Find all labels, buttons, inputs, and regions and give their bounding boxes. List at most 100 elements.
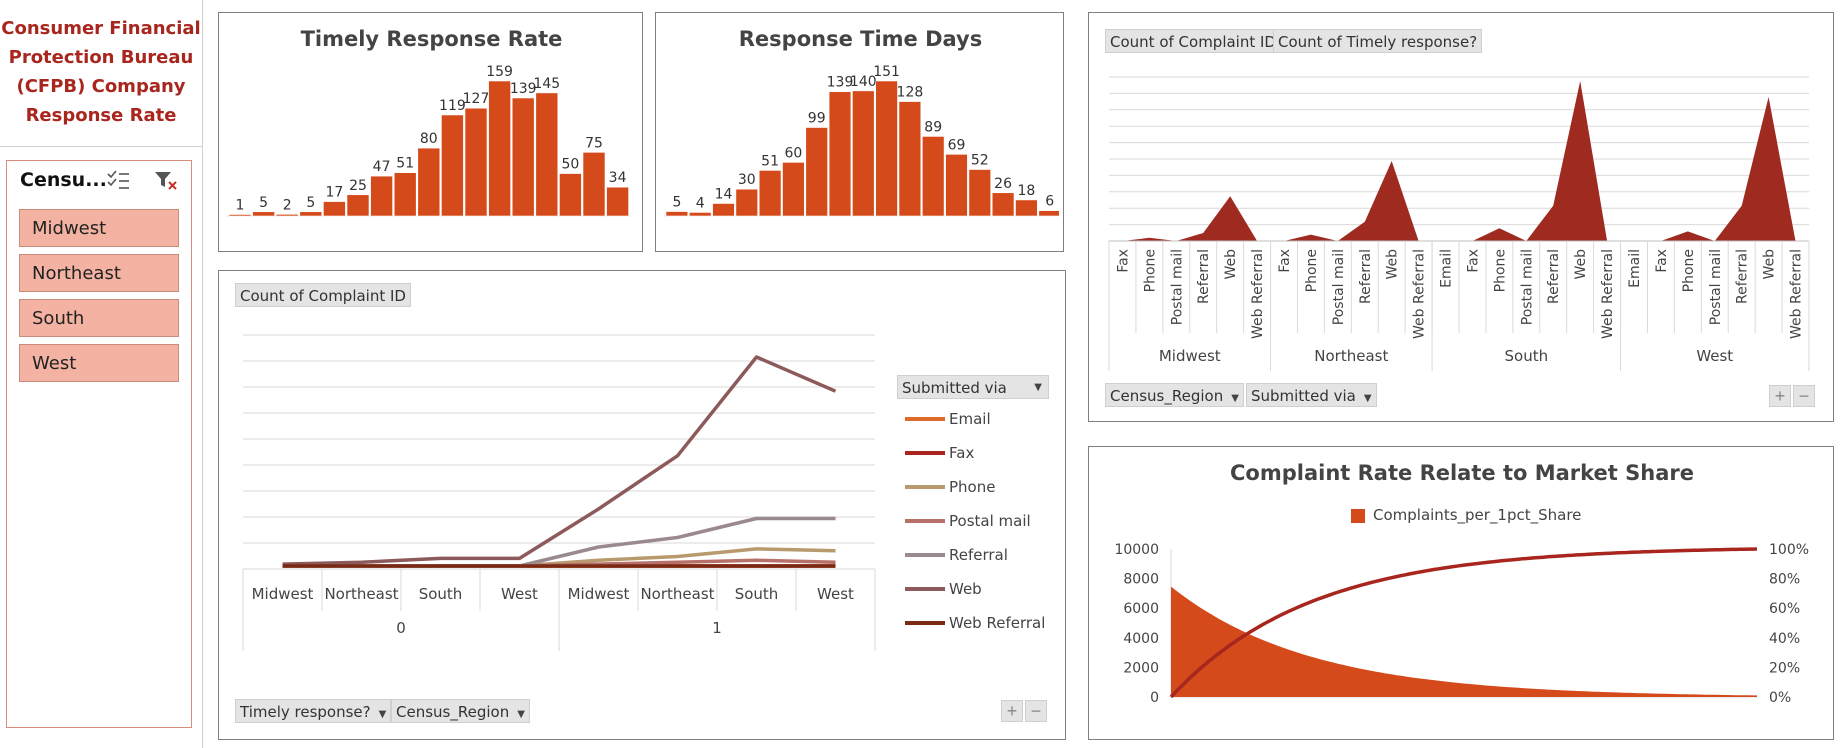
bar [921,136,945,217]
x-tick-label: Phone [1304,249,1320,292]
bar [393,172,417,217]
x-tick-label: South [735,585,779,603]
clear-filter-icon[interactable] [153,169,179,193]
bar [275,214,299,217]
field-button-count-complaint[interactable]: Count of Complaint ID [1105,29,1281,53]
y-tick-label: 0 [1150,690,1159,706]
bar [758,170,782,217]
x-group-label: West [1696,347,1733,365]
x-tick-label: Web [1573,249,1589,280]
y-tick-label: 10000 [1114,542,1159,558]
x-tick-label: Fax [1115,249,1131,273]
chart-title: Complaint Rate Relate to Market Share [1230,461,1694,485]
legend-label: Web [949,580,982,598]
data-label: 128 [897,85,924,101]
bar [665,211,689,217]
field-button-timely-response[interactable]: Timely response? ▼ [235,699,392,723]
bar [511,97,535,217]
dropdown-icon: ▼ [517,709,525,720]
data-label: 52 [971,153,989,169]
bar [346,194,370,217]
pareto-chart-plot: 10000 8000 6000 4000 2000 0 100% 80% 60% 40% 20% 0% [1114,542,1809,706]
data-label: 69 [948,137,966,153]
bar [991,192,1015,217]
bar [228,214,252,217]
data-label: 50 [561,157,579,173]
x-tick-label: Northeast [324,585,398,603]
field-button-submitted-via[interactable]: Submitted via ▼ [1246,383,1377,407]
slicer-item-midwest[interactable]: Midwest [19,209,179,247]
slicer-item-south[interactable]: South [19,299,179,337]
legend-label: Email [949,410,991,428]
data-label: 151 [873,64,900,80]
timely-response-area-chart[interactable]: Count of Complaint ID Count of Timely re… [1088,12,1834,422]
submitted-via-line-chart[interactable]: Count of Complaint ID Midwest Northeast So… [218,270,1066,740]
x-tick-label: Referral [1196,249,1212,304]
x-tick-label: Web [1223,249,1239,280]
line-chart-plot: Midwest Northeast South West Midwest Northeas… [242,334,1045,651]
field-button-count-timely[interactable]: Count of Timely response? [1273,29,1483,53]
legend-label: Fax [949,444,974,462]
y2-tick-label: 20% [1769,660,1800,676]
field-button-census-region[interactable]: Census_Region ▼ [391,699,530,723]
y2-tick-label: 80% [1769,572,1800,588]
x-tick-label: Referral [1358,249,1374,304]
page-title: Consumer Financial Protection Bureau (CF… [1,18,201,126]
area-series [1171,586,1757,697]
expand-button[interactable]: + [1001,700,1023,722]
x-tick-label: Web [1762,249,1778,280]
bar [828,91,852,217]
x-tick-label: Phone [1681,249,1697,292]
bar [712,203,735,217]
bar [441,114,464,217]
field-button-label: Timely response? [240,703,371,721]
field-button-count-complaint[interactable]: Count of Complaint ID [235,283,411,307]
bar [582,152,606,217]
y2-tick-label: 100% [1769,542,1809,558]
x-group-label: Midwest [1159,347,1221,365]
data-label: 60 [784,145,802,161]
timely-response-rate-chart[interactable]: Timely Response Rate 1 5 2 5 17 25 47 51 80 119 12… [218,12,643,252]
x-tick-label: Midwest [568,585,630,603]
dropdown-icon: ▼ [1034,382,1042,393]
data-label: 4 [696,195,705,211]
data-label: 30 [738,172,756,188]
divider [202,0,203,748]
response-time-days-chart[interactable]: Response Time Days 5 4 14 30 51 60 99 139 140 151… [655,12,1064,252]
slicer-item-west[interactable]: West [19,344,179,382]
x-tick-label: Web Referral [1250,249,1266,339]
legend-field-submitted-via[interactable]: Submitted via ▼ [897,375,1049,399]
data-label: 75 [585,135,603,151]
expand-button[interactable]: + [1769,385,1791,407]
x-tick-label: Fax [1654,249,1670,273]
bar [805,127,828,217]
collapse-button[interactable]: − [1025,700,1047,722]
bar [1038,210,1059,217]
data-label: 89 [924,119,942,135]
data-label: 26 [994,176,1012,192]
divider [0,146,202,147]
data-label: 159 [486,64,513,80]
x-tick-label: Postal mail [1708,249,1724,325]
multi-select-icon[interactable] [105,169,131,193]
bar [417,147,441,217]
data-label: 17 [325,185,343,201]
x-tick-label: South [419,585,463,603]
field-button-census-region[interactable]: Census_Region ▼ [1105,383,1244,407]
x-group-label: Northeast [1314,347,1388,365]
data-label: 140 [850,74,877,90]
data-label: 5 [259,195,268,211]
market-share-chart[interactable]: Complaint Rate Relate to Market Share Co… [1088,446,1834,740]
bar [968,169,991,217]
collapse-button[interactable]: − [1793,385,1815,407]
dropdown-icon: ▼ [1231,393,1239,404]
area-chart-plot: Fax Phone Postal mail Referral Web Web Referr… [1108,76,1810,371]
census-region-slicer[interactable]: Censu... Midwest Northeast South West [6,160,192,728]
legend-label: Phone [949,478,995,496]
bar [464,107,488,217]
data-label: 80 [420,131,438,147]
x-tick-label: Fax [1277,249,1293,273]
slicer-item-northeast[interactable]: Northeast [19,254,179,292]
